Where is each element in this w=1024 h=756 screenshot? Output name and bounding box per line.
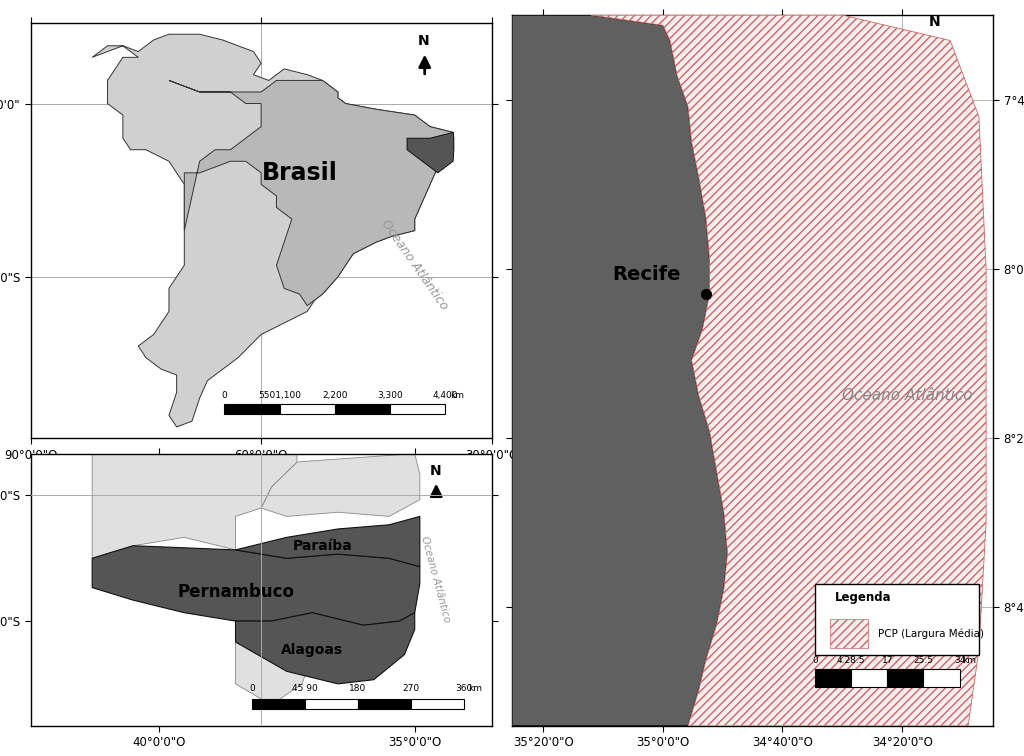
Text: 34: 34	[954, 656, 966, 665]
Text: Recife: Recife	[612, 265, 681, 284]
Polygon shape	[512, 15, 727, 726]
Text: Paraíba: Paraíba	[293, 539, 352, 553]
Polygon shape	[236, 612, 415, 684]
Bar	[924, 669, 959, 686]
Polygon shape	[169, 80, 453, 305]
Bar	[252, 699, 305, 709]
Text: Pernambuco: Pernambuco	[177, 583, 294, 601]
Text: 25.5: 25.5	[913, 656, 934, 665]
Text: PCP (Largura Média): PCP (Largura Média)	[878, 628, 984, 639]
Text: 360: 360	[456, 684, 472, 693]
Text: km: km	[962, 656, 976, 665]
Polygon shape	[236, 516, 420, 567]
Bar	[851, 669, 888, 686]
Text: Oceano Atlântico: Oceano Atlântico	[419, 535, 452, 624]
Bar	[390, 404, 445, 414]
Text: 3,300: 3,300	[377, 391, 403, 400]
Text: N: N	[418, 33, 429, 48]
Text: 45 90: 45 90	[292, 684, 317, 693]
Text: km: km	[450, 391, 464, 400]
Text: Oceano Atlântico: Oceano Atlântico	[842, 389, 973, 403]
Bar	[411, 699, 464, 709]
Bar	[815, 584, 979, 655]
Text: 17: 17	[882, 656, 893, 665]
Polygon shape	[236, 621, 312, 705]
Bar	[305, 699, 357, 709]
Bar	[815, 669, 851, 686]
Bar	[335, 404, 390, 414]
Text: Alagoas: Alagoas	[282, 643, 343, 658]
Polygon shape	[591, 15, 986, 726]
Text: Legenda: Legenda	[835, 590, 891, 604]
Text: Oceano Atlântico: Oceano Atlântico	[379, 218, 451, 313]
Text: 0: 0	[249, 684, 255, 693]
Text: 180: 180	[349, 684, 367, 693]
Polygon shape	[408, 132, 454, 173]
Text: 270: 270	[402, 684, 420, 693]
Text: 0: 0	[812, 656, 818, 665]
Polygon shape	[92, 34, 453, 427]
Text: 4,400: 4,400	[433, 391, 458, 400]
Text: km: km	[468, 684, 482, 693]
Polygon shape	[261, 454, 420, 516]
Bar	[888, 669, 924, 686]
Text: 2,200: 2,200	[323, 391, 347, 400]
Bar	[224, 404, 280, 414]
Text: 5501,100: 5501,100	[258, 391, 301, 400]
Text: Brasil: Brasil	[261, 161, 338, 184]
Text: N: N	[929, 15, 940, 29]
Polygon shape	[92, 349, 297, 558]
Bar	[357, 699, 411, 709]
Text: 4.28.5: 4.28.5	[837, 656, 865, 665]
Text: N: N	[429, 464, 441, 478]
Polygon shape	[92, 546, 420, 625]
Bar	[280, 404, 335, 414]
Text: 0: 0	[221, 391, 227, 400]
Bar	[829, 619, 868, 648]
